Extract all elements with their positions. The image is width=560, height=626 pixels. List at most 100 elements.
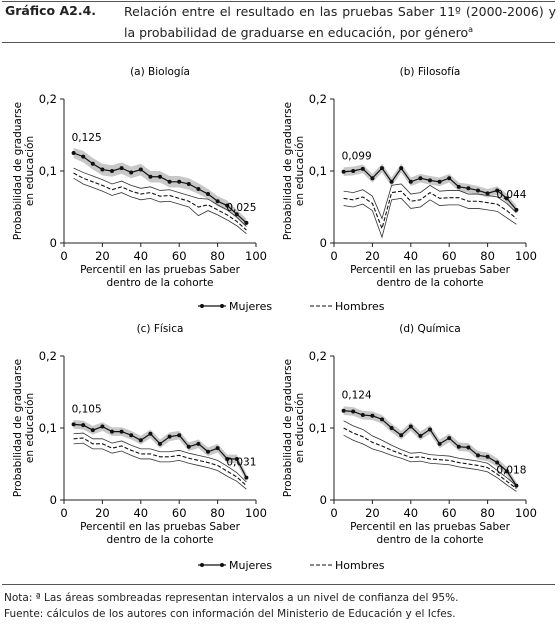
panel-title: (a) Biología bbox=[130, 66, 190, 78]
mujeres-point bbox=[110, 169, 114, 173]
hombres-band-upper bbox=[73, 167, 247, 227]
mujeres-confidence-band bbox=[73, 420, 247, 482]
y-tick-label: 0 bbox=[320, 236, 327, 250]
legend-hombres-label: Hombres bbox=[335, 300, 385, 313]
mujeres-line bbox=[73, 423, 247, 478]
x-tick-label: 100 bbox=[515, 249, 537, 263]
x-tick-label: 0 bbox=[60, 506, 67, 520]
mujeres-point bbox=[129, 170, 134, 175]
mujeres-point bbox=[514, 207, 519, 212]
x-tick-label: 80 bbox=[210, 506, 225, 520]
value-annotation: 0,044 bbox=[496, 189, 526, 201]
mujeres-point bbox=[234, 456, 239, 461]
legend-mujeres-label: Mujeres bbox=[229, 300, 272, 313]
mujeres-point bbox=[196, 187, 201, 191]
x-tick-label: 20 bbox=[95, 506, 110, 520]
mujeres-point bbox=[81, 154, 86, 159]
mujeres-point bbox=[370, 176, 375, 181]
mujeres-point bbox=[514, 483, 519, 488]
x-tick-label: 60 bbox=[172, 506, 187, 520]
mujeres-point bbox=[100, 424, 105, 429]
mujeres-point bbox=[466, 186, 471, 191]
x-tick-label: 40 bbox=[403, 506, 418, 520]
mujeres-point bbox=[196, 441, 201, 446]
mujeres-point bbox=[495, 188, 500, 193]
mujeres-point bbox=[148, 431, 153, 436]
source-line: Fuente: cálculos de los autores con info… bbox=[4, 608, 456, 620]
mujeres-point bbox=[466, 445, 471, 450]
mujeres-point bbox=[244, 220, 249, 225]
value-annotation: 0,124 bbox=[342, 390, 372, 402]
mujeres-point bbox=[81, 423, 86, 428]
mujeres-point bbox=[360, 166, 365, 171]
hombres-band-upper bbox=[343, 183, 517, 220]
mujeres-point bbox=[129, 433, 134, 438]
header-top-rule bbox=[2, 1, 555, 2]
y-tick-label: 0,2 bbox=[39, 349, 57, 363]
figure-label: Gráfico A2.4. bbox=[5, 3, 97, 18]
hombres-line bbox=[343, 427, 517, 489]
x-tick-label: 100 bbox=[245, 249, 267, 263]
hombres-band-lower bbox=[73, 442, 247, 490]
x-tick-label: 20 bbox=[365, 506, 380, 520]
hombres-band-lower bbox=[343, 434, 517, 492]
mujeres-point bbox=[370, 413, 375, 418]
mujeres-point bbox=[380, 417, 384, 422]
x-tick-label: 20 bbox=[365, 249, 380, 263]
panel-title: (b) Filosofía bbox=[400, 66, 461, 78]
chart-panel-2: (b) Filosofía 0 20 40 60 80 100 0 0,1 0,2 Percenti… bbox=[282, 66, 537, 289]
mujeres-point bbox=[225, 456, 230, 461]
mujeres-confidence-band bbox=[343, 406, 517, 490]
figure-title-text: Relación entre el resultado en las prueb… bbox=[124, 4, 556, 41]
mujeres-point bbox=[408, 424, 413, 429]
mujeres-point bbox=[158, 174, 162, 179]
hombres-line bbox=[73, 172, 247, 231]
hombres-band-upper bbox=[343, 420, 517, 486]
mujeres-point bbox=[167, 179, 172, 184]
legend-2: Mujeres Hombres bbox=[198, 559, 385, 572]
mujeres-confidence-band bbox=[73, 147, 247, 228]
mujeres-point bbox=[399, 166, 404, 171]
mujeres-point bbox=[110, 429, 114, 434]
y-axis-label-line2: en educación bbox=[24, 393, 36, 463]
y-axis-label-line1: Probabilidad de graduarse bbox=[12, 102, 24, 240]
y-axis-label-line1: Probabilidad de graduarse bbox=[12, 359, 24, 497]
mujeres-point bbox=[225, 203, 230, 208]
x-tick-label: 40 bbox=[133, 506, 148, 520]
hombres-line bbox=[73, 437, 247, 487]
legend-mujeres-marker bbox=[220, 563, 224, 567]
value-annotation: 0,025 bbox=[226, 202, 256, 214]
legend-mujeres-marker bbox=[220, 304, 224, 308]
mujeres-point bbox=[100, 167, 105, 172]
mujeres-point bbox=[244, 475, 249, 480]
mujeres-point bbox=[206, 192, 210, 197]
x-axis-label-line2: dentro de la cohorte bbox=[106, 534, 213, 546]
x-tick-label: 80 bbox=[210, 249, 225, 263]
x-tick-label: 100 bbox=[515, 506, 537, 520]
mujeres-point bbox=[341, 169, 346, 174]
x-axis-label-line1: Percentil en las pruebas Saber bbox=[80, 264, 241, 276]
mujeres-point bbox=[341, 408, 346, 413]
mujeres-point bbox=[119, 429, 124, 434]
y-tick-label: 0,2 bbox=[309, 349, 327, 363]
mujeres-point bbox=[215, 446, 220, 451]
x-axis-label-line1: Percentil en las pruebas Saber bbox=[350, 264, 511, 276]
hombres-band-upper bbox=[73, 432, 247, 483]
y-tick-label: 0,1 bbox=[309, 164, 327, 178]
value-annotation: 0,125 bbox=[72, 132, 102, 144]
mujeres-point bbox=[476, 188, 480, 193]
mujeres-point bbox=[380, 166, 384, 171]
x-tick-label: 80 bbox=[480, 249, 495, 263]
y-tick-label: 0 bbox=[50, 493, 57, 507]
mujeres-point bbox=[456, 184, 461, 189]
mujeres-point bbox=[399, 433, 404, 438]
hombres-line bbox=[343, 190, 517, 231]
mujeres-point bbox=[215, 199, 220, 204]
x-tick-label: 60 bbox=[442, 249, 457, 263]
mujeres-point bbox=[351, 409, 356, 414]
panel-title: (d) Química bbox=[399, 323, 460, 335]
mujeres-point bbox=[186, 181, 191, 186]
mujeres-point bbox=[90, 428, 95, 433]
chart-panel-1: (a) Biología 0 20 40 60 80 100 0 0,1 0,2 Percentil… bbox=[12, 66, 267, 289]
mujeres-point bbox=[447, 176, 452, 181]
